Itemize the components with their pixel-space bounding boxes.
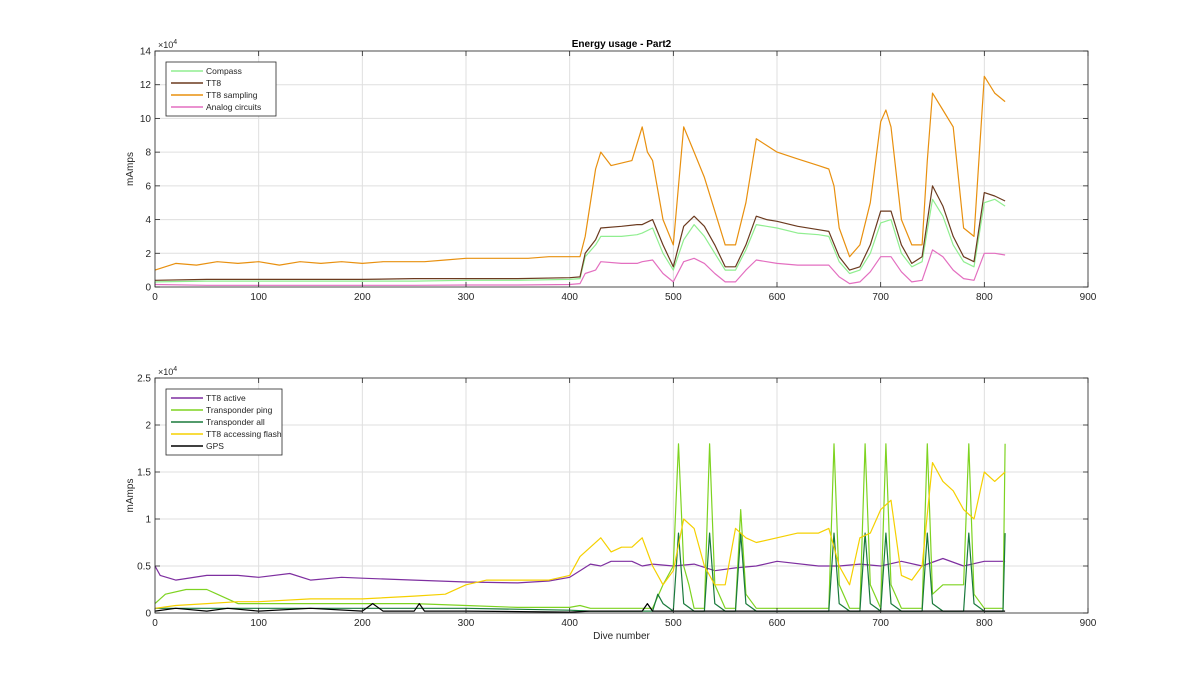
x-tick-label: 300 [458, 292, 475, 303]
axes-box [154, 377, 1089, 614]
x-tick-label: 900 [1080, 292, 1097, 303]
x-axis: 0 100 200 300 400 500 600 700 800 900 [152, 51, 1097, 303]
legend-label: Transponder ping [206, 405, 273, 415]
x-tick-label: 200 [354, 292, 371, 303]
x-tick-label: 600 [769, 292, 786, 303]
series-line-compass [154, 198, 1006, 283]
plot-area [155, 378, 1088, 613]
y-tick-label: 10 [140, 114, 152, 125]
legend-label: TT8 sampling [206, 90, 258, 100]
y-tick-label: 2.5 [137, 374, 151, 385]
legend: Compass TT8 TT8 sampling Analog circuits [165, 61, 277, 117]
legend-label: Transponder all [206, 417, 265, 427]
x-axis-label: Dive number [593, 631, 650, 642]
y-axis-label: mAmps [125, 152, 136, 186]
y-tick-label: 12 [140, 80, 152, 91]
x-tick-label: 500 [665, 292, 682, 303]
y-tick-label: 0 [145, 283, 151, 294]
x-tick-label: 700 [872, 292, 889, 303]
legend-label: Compass [206, 66, 242, 76]
x-tick-label: 600 [769, 618, 786, 629]
y-tick-label: 1.5 [137, 468, 151, 479]
x-tick-label: 100 [250, 292, 267, 303]
y-tick-label: 1 [145, 515, 151, 526]
y-tick-label: 0 [145, 609, 151, 620]
x-tick-label: 400 [561, 618, 578, 629]
x-tick-label: 200 [354, 618, 371, 629]
series-line-tt8-active [154, 557, 1006, 584]
y-exponent-label: ×104 [158, 366, 177, 377]
y-tick-label: 8 [145, 148, 151, 159]
y-tick-label: 0.5 [137, 562, 151, 573]
y-axis-label: mAmps [125, 479, 136, 513]
legend: TT8 active Transponder ping Transponder al… [165, 388, 283, 456]
y-tick-label: 14 [140, 47, 152, 58]
series-line-tt8 [154, 185, 1006, 281]
axes-box [154, 50, 1089, 288]
legend-label: GPS [206, 441, 224, 451]
y-tick-label: 2 [145, 249, 151, 260]
x-tick-label: 0 [152, 618, 158, 629]
legend-label: TT8 [206, 78, 221, 88]
x-tick-label: 800 [976, 618, 993, 629]
y-axis: 0 0.5 1 1.5 2 2.5 [137, 374, 1088, 620]
y-tick-label: 2 [145, 421, 151, 432]
legend-label: Analog circuits [206, 102, 261, 112]
chart-title: Energy usage - Part2 [572, 39, 672, 50]
chart-1: 0 100 200 300 400 500 600 700 800 900 0 2 4 6 8 10 12 14 ×… [125, 39, 1097, 303]
series-line-tt8-sampling [154, 75, 1006, 271]
y-tick-label: 4 [145, 215, 151, 226]
y-axis: 0 2 4 6 8 10 12 14 [140, 47, 1088, 294]
y-tick-label: 6 [145, 181, 151, 192]
chart-2: 0 100 200 300 400 500 600 700 800 900 0 0.5 1 1.5 2 2.5… [125, 366, 1097, 642]
plot-area [155, 51, 1088, 287]
series-line-tt8-accessing-flash [154, 462, 1006, 609]
x-tick-label: 500 [665, 618, 682, 629]
x-axis: 0 100 200 300 400 500 600 700 800 900 [152, 378, 1097, 629]
x-tick-label: 900 [1080, 618, 1097, 629]
x-tick-label: 800 [976, 292, 993, 303]
x-tick-label: 700 [872, 618, 889, 629]
x-tick-label: 300 [458, 618, 475, 629]
x-tick-label: 100 [250, 618, 267, 629]
series-line-transponder-ping [154, 443, 1006, 609]
legend-label: TT8 active [206, 393, 246, 403]
x-tick-label: 0 [152, 292, 158, 303]
legend-label: TT8 accessing flash [206, 429, 282, 439]
y-exponent-label: ×104 [158, 39, 177, 50]
x-tick-label: 400 [561, 292, 578, 303]
